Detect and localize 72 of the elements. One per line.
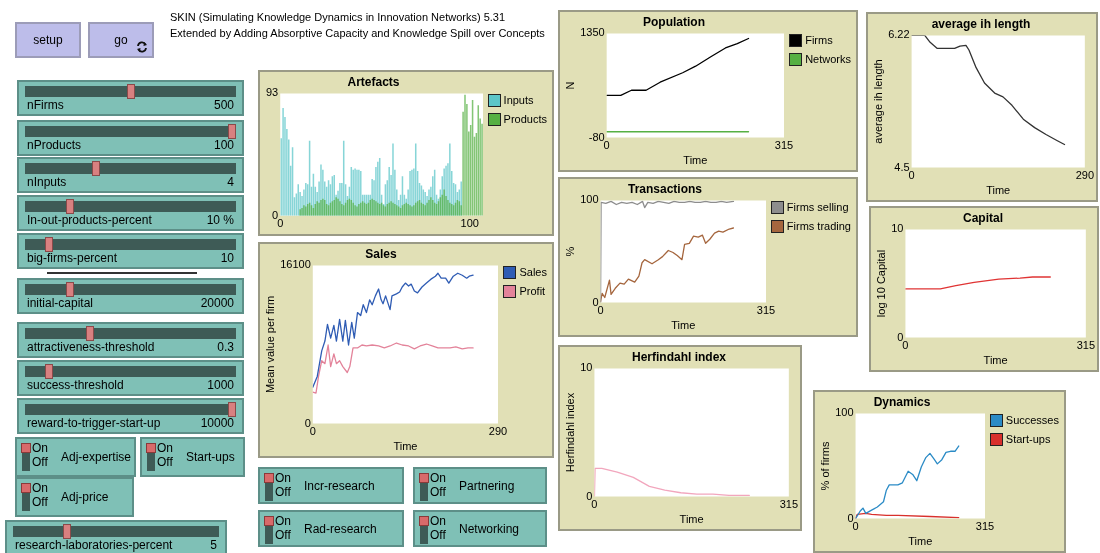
x-tick-label: 290	[1075, 169, 1094, 182]
y-axis-title: average ih length	[871, 59, 884, 144]
x-axis-title: Time	[671, 319, 696, 332]
legend-label: Products	[503, 112, 547, 127]
slider: success-threshold 1000	[17, 360, 244, 396]
toggle-switch: On Off Adj-expertise	[15, 437, 136, 477]
slider: nProducts 100	[17, 120, 244, 156]
x-axis-title: Time	[679, 513, 704, 526]
y-tick-label: 4.5	[894, 160, 910, 173]
slider: attractiveness-threshold 0.3	[17, 322, 244, 358]
toggle-switch: On Off Start-ups	[140, 437, 245, 477]
toggle-switch: On Off Partnering	[413, 467, 547, 504]
y-tick-label: 0	[586, 489, 593, 502]
x-tick-label: 315	[1076, 339, 1095, 352]
legend-label: Sales	[519, 265, 547, 280]
slider: research-laboratories-percent 5	[5, 520, 227, 553]
text: Extended by Adding Absorptive Capacity and Knowledge Spill over Concepts	[170, 26, 545, 41]
y-axis-title: N	[563, 81, 576, 90]
x-tick-label: 315	[975, 520, 995, 533]
x-axis-title: Time	[393, 440, 418, 453]
x-tick-label: 315	[779, 498, 798, 511]
y-axis-title: % of firms	[818, 441, 831, 491]
chart-title: Herfindahl index	[631, 349, 727, 364]
y-tick-label: 1350	[580, 26, 605, 39]
y-tick-label: 100	[580, 193, 599, 206]
chart-title: Artefacts	[347, 74, 400, 89]
legend-label: Successes	[1005, 413, 1059, 428]
y-tick-label: 10	[580, 361, 593, 374]
slider: In-out-products-percent 10 %	[17, 195, 244, 231]
legend-label: Networks	[805, 52, 851, 67]
legend-label: Firms selling	[786, 200, 849, 215]
y-tick-label: 10	[891, 222, 904, 235]
y-axis-title: Mean value per firm	[263, 295, 276, 394]
chart-title: Dynamics	[873, 394, 931, 409]
y-tick-label: 6.22	[888, 28, 910, 41]
slider: reward-to-trigger-start-up 10000	[17, 398, 244, 434]
slider: big-firms-percent 10	[17, 233, 244, 269]
button: setup	[15, 22, 81, 58]
text: SKIN (Simulating Knowledge Dynamics in Innovation Networks) 5.31	[170, 10, 507, 25]
x-tick-label: 315	[756, 304, 776, 317]
x-axis-title: Time	[983, 354, 1008, 367]
toggle-switch: On Off Networking	[413, 510, 547, 547]
x-tick-label: 315	[774, 139, 794, 152]
y-tick-label: 93	[265, 86, 279, 99]
legend-label: Inputs	[503, 93, 534, 108]
x-axis-title: Time	[986, 184, 1011, 197]
y-tick-label: 0	[897, 330, 904, 343]
toggle-switch: On Off Adj-price	[15, 477, 134, 517]
slider: initial-capital 20000	[17, 278, 244, 314]
y-axis-title: log 10 Capital	[874, 249, 887, 318]
x-tick-label: 290	[488, 425, 508, 438]
y-tick-label: 0	[592, 295, 599, 308]
y-tick-label: 16100	[280, 258, 311, 271]
x-axis-title: Time	[683, 154, 708, 167]
chart-title: Sales	[365, 246, 398, 261]
legend-label: Firms trading	[786, 219, 851, 234]
button: go	[88, 22, 154, 58]
chart-title: Capital	[962, 210, 1004, 225]
legend-label: Start-ups	[1005, 432, 1051, 447]
x-axis-title: Time	[908, 535, 933, 548]
y-tick-label: -80	[588, 130, 605, 143]
chart-title: Transactions	[627, 181, 703, 196]
chart-title: average ih length	[931, 16, 1031, 31]
y-axis-title: %	[563, 246, 576, 257]
legend-label: Profit	[519, 284, 546, 299]
legend-label: Firms	[805, 33, 833, 48]
y-axis-title: Herfindahl index	[563, 392, 576, 473]
slider: nInputs 4	[17, 157, 244, 193]
chart-title: Population	[643, 14, 705, 29]
slider: nFirms 500	[17, 80, 244, 116]
toggle-switch: On Off Rad-research	[258, 510, 404, 547]
toggle-switch: On Off Incr-research	[258, 467, 404, 504]
